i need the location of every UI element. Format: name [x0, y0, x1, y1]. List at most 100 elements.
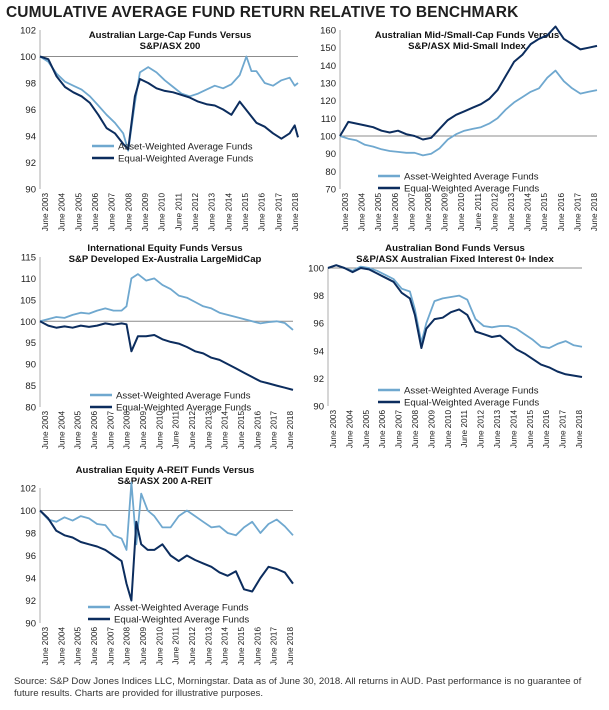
y-tick-label: 98: [25, 79, 36, 90]
x-tick-label: June 2010: [155, 627, 164, 666]
chart-2: Australian Mid-/Small-Cap Funds VersusS&…: [320, 25, 599, 232]
y-tick-label: 100: [320, 132, 336, 143]
x-tick-label: June 2018: [590, 193, 599, 232]
legend-label: Equal-Weighted Average Funds: [404, 184, 539, 195]
legend-label: Equal-Weighted Average Funds: [404, 398, 539, 409]
x-tick-label: June 2018: [291, 193, 300, 232]
y-tick-label: 94: [25, 574, 36, 585]
x-tick-label: June 2009: [139, 411, 148, 450]
y-tick-label: 98: [25, 529, 36, 540]
y-tick-label: 150: [320, 43, 336, 54]
y-tick-label: 102: [20, 484, 36, 495]
chart-title: S&P/ASX Australian Fixed Interest 0+ Ind…: [356, 254, 554, 265]
x-tick-label: June 2007: [106, 627, 115, 666]
x-tick-label: June 2006: [90, 411, 99, 450]
equal-weighted-line: [39, 320, 294, 391]
y-tick-label: 96: [25, 551, 36, 562]
legend-label: Asset-Weighted Average Funds: [404, 386, 539, 397]
x-tick-label: June 2007: [108, 193, 117, 232]
x-tick-label: June 2012: [188, 627, 197, 666]
y-tick-label: 160: [320, 26, 336, 37]
x-tick-label: June 2015: [526, 410, 535, 449]
chart-title: S&P/ASX 200 A-REIT: [117, 476, 212, 487]
x-tick-label: June 2016: [258, 193, 267, 232]
equal-weighted-line: [39, 509, 294, 602]
x-tick-label: June 2003: [341, 193, 350, 232]
y-tick-label: 120: [320, 96, 336, 107]
x-tick-label: June 2012: [191, 193, 200, 232]
x-tick-label: June 2008: [123, 411, 132, 450]
x-tick-label: June 2017: [573, 193, 582, 232]
x-tick-label: June 2007: [106, 411, 115, 450]
y-tick-label: 94: [25, 132, 36, 143]
y-tick-label: 110: [321, 114, 336, 125]
y-tick-label: 102: [20, 26, 36, 37]
legend-label: Asset-Weighted Average Funds: [116, 391, 251, 402]
y-tick-label: 100: [20, 317, 36, 328]
source-footnote: Source: S&P Dow Jones Indices LLC, Morni…: [14, 676, 582, 699]
x-tick-label: June 2015: [241, 193, 250, 232]
chart-5: Australian Equity A-REIT Funds VersusS&P…: [20, 465, 295, 665]
y-tick-label: 90: [325, 149, 336, 160]
x-tick-label: June 2004: [358, 193, 367, 232]
equal-weighted-line: [327, 264, 583, 378]
y-tick-label: 100: [308, 264, 324, 275]
x-tick-label: June 2008: [411, 410, 420, 449]
x-tick-label: June 2012: [477, 410, 486, 449]
y-tick-label: 90: [25, 619, 36, 630]
x-tick-label: June 2004: [345, 410, 354, 449]
x-tick-label: June 2012: [490, 193, 499, 232]
x-tick-label: June 2014: [221, 411, 230, 450]
x-tick-label: June 2008: [424, 193, 433, 232]
x-tick-label: June 2016: [253, 411, 262, 450]
x-tick-label: June 2017: [270, 627, 279, 666]
x-tick-label: June 2017: [270, 411, 279, 450]
x-tick-label: June 2009: [427, 410, 436, 449]
x-tick-label: June 2011: [460, 410, 469, 448]
chart-title: Australian Mid-/Small-Cap Funds Versus: [375, 30, 559, 41]
y-tick-label: 90: [313, 402, 324, 413]
x-tick-label: June 2013: [204, 411, 213, 450]
x-tick-label: June 2014: [524, 193, 533, 232]
page-title: CUMULATIVE AVERAGE FUND RETURN RELATIVE …: [6, 4, 519, 21]
chart-title: S&P Developed Ex-Australia LargeMidCap: [69, 254, 262, 265]
chart-title: Australian Equity A-REIT Funds Versus: [76, 465, 255, 476]
x-tick-label: June 2006: [391, 193, 400, 232]
x-tick-label: June 2010: [457, 193, 466, 232]
x-tick-label: June 2010: [155, 411, 164, 450]
x-tick-label: June 2006: [378, 410, 387, 449]
y-tick-label: 100: [20, 52, 36, 63]
x-tick-label: June 2018: [575, 410, 584, 449]
x-tick-label: June 2005: [74, 627, 83, 666]
x-tick-label: June 2011: [474, 193, 483, 231]
y-tick-label: 96: [313, 319, 324, 330]
y-tick-label: 80: [325, 167, 336, 178]
x-tick-label: June 2011: [172, 411, 181, 449]
y-tick-label: 92: [313, 374, 324, 385]
legend-label: Asset-Weighted Average Funds: [404, 172, 539, 183]
asset-weighted-line: [339, 69, 598, 157]
y-tick-label: 95: [25, 338, 36, 349]
chart-title: S&P/ASX Mid-Small Index: [408, 41, 526, 52]
x-tick-label: June 2007: [407, 193, 416, 232]
x-tick-label: June 2013: [507, 193, 516, 232]
x-tick-label: June 2014: [509, 410, 518, 449]
x-tick-label: June 2013: [493, 410, 502, 449]
y-tick-label: 100: [20, 506, 36, 517]
chart-title: Australian Bond Funds Versus: [385, 243, 525, 254]
y-tick-label: 98: [313, 291, 324, 302]
x-tick-label: June 2008: [123, 627, 132, 666]
y-tick-label: 96: [25, 105, 36, 116]
y-tick-label: 80: [25, 403, 36, 414]
x-tick-label: June 2005: [74, 411, 83, 450]
y-tick-label: 110: [21, 274, 36, 285]
x-tick-label: June 2015: [237, 411, 246, 450]
y-tick-label: 70: [325, 185, 336, 196]
x-tick-label: June 2017: [274, 193, 283, 232]
asset-weighted-line: [39, 273, 294, 331]
x-tick-label: June 2011: [174, 193, 183, 231]
x-tick-label: June 2003: [41, 627, 50, 666]
x-tick-label: June 2012: [188, 411, 197, 450]
x-tick-label: June 2004: [57, 627, 66, 666]
